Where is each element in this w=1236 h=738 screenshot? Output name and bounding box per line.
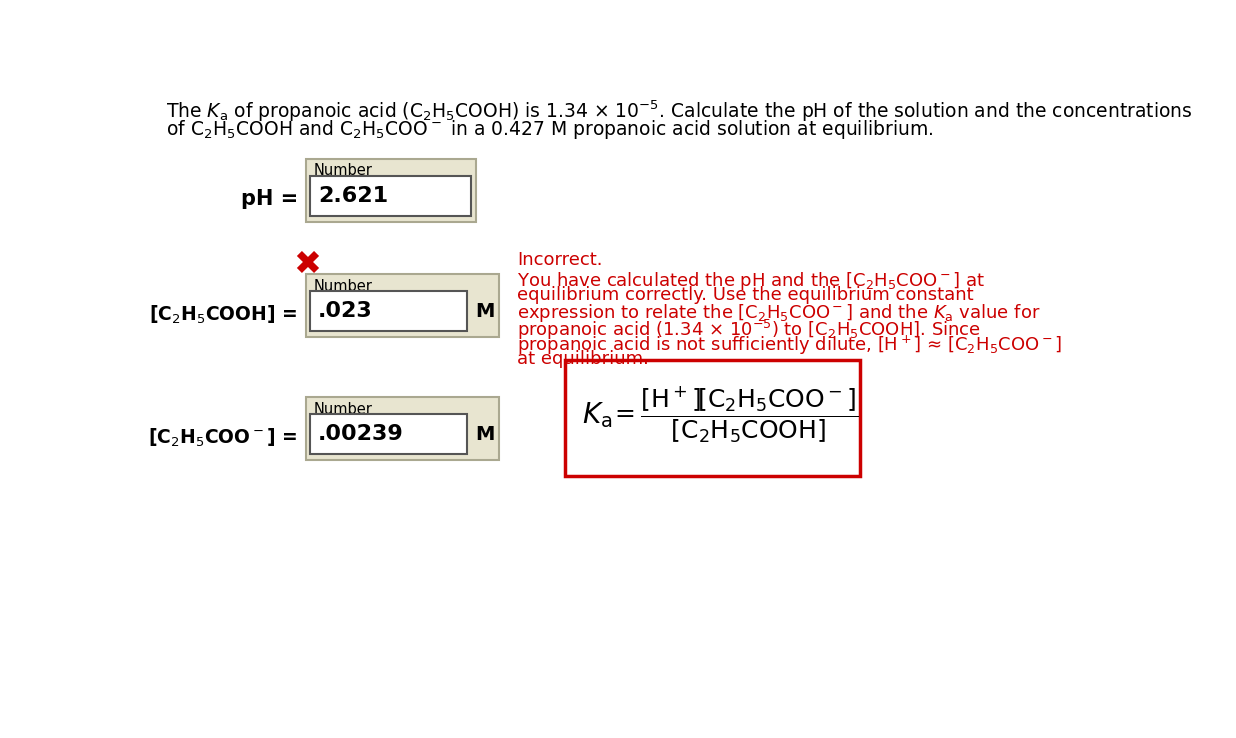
Text: propanoic acid is not sufficiently dilute, [H$^+$] ≈ [C$_2$H$_5$COO$^-$]: propanoic acid is not sufficiently dilut… [517,334,1063,357]
FancyBboxPatch shape [565,360,860,476]
Text: The $K_\mathrm{a}$ of propanoic acid (C$_2$H$_5$COOH) is 1.34 $\times$ 10$^{-5}$: The $K_\mathrm{a}$ of propanoic acid (C$… [166,99,1193,124]
Text: expression to relate the [C$_2$H$_5$COO$^-$] and the $K_\mathrm{a}$ value for: expression to relate the [C$_2$H$_5$COO$… [517,302,1041,324]
Text: Number: Number [314,402,372,417]
Text: Incorrect.: Incorrect. [517,251,603,269]
Text: of C$_2$H$_5$COOH and C$_2$H$_5$COO$^-$ in a 0.427 M propanoic acid solution at : of C$_2$H$_5$COOH and C$_2$H$_5$COO$^-$ … [166,118,933,141]
Text: Number: Number [314,163,372,179]
FancyBboxPatch shape [305,397,499,461]
Text: You have calculated the pH and the [C$_2$H$_5$COO$^-$] at: You have calculated the pH and the [C$_2… [517,269,985,292]
FancyBboxPatch shape [305,274,499,337]
FancyBboxPatch shape [305,159,476,222]
FancyBboxPatch shape [310,414,467,455]
Text: pH =: pH = [241,190,298,210]
Text: propanoic acid (1.34 × 10$^{-5}$) to [C$_2$H$_5$COOH]. Since: propanoic acid (1.34 × 10$^{-5}$) to [C$… [517,318,981,342]
Text: 2.621: 2.621 [318,185,388,206]
Text: M: M [476,425,496,444]
Text: equilibrium correctly. Use the equilibrium constant: equilibrium correctly. Use the equilibri… [517,286,974,303]
Text: $\mathit{K}_\mathrm{a}$: $\mathit{K}_\mathrm{a}$ [582,400,613,430]
Text: $= \dfrac{\left[\mathrm{H}^+\right]\!\left[\mathrm{C_2H_5COO}^-\right]}{\left[\m: $= \dfrac{\left[\mathrm{H}^+\right]\!\le… [611,385,859,445]
Text: ✖: ✖ [293,249,321,281]
Text: [C$_2$H$_5$COOH] =: [C$_2$H$_5$COOH] = [150,304,298,326]
Text: M: M [476,302,496,320]
Text: .023: .023 [318,301,373,321]
Text: .00239: .00239 [318,424,404,444]
Text: Number: Number [314,279,372,294]
Text: [C$_2$H$_5$COO$^-$] =: [C$_2$H$_5$COO$^-$] = [148,427,298,449]
FancyBboxPatch shape [310,176,471,215]
FancyBboxPatch shape [310,291,467,331]
Text: at equilibrium.: at equilibrium. [517,351,649,368]
